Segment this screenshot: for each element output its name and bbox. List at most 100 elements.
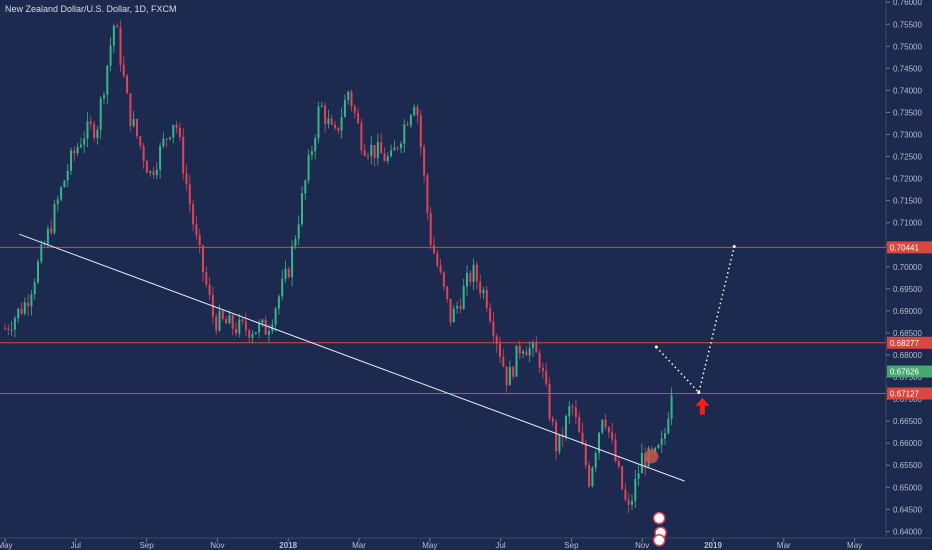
- candle-body: [268, 331, 270, 335]
- candle-body: [532, 342, 534, 349]
- x-tick-label: Jul: [71, 541, 81, 550]
- candle-body: [565, 416, 567, 438]
- candle-body: [607, 427, 610, 433]
- candle-body: [522, 351, 525, 354]
- price-tag: [887, 241, 932, 254]
- candle-body: [433, 244, 435, 254]
- x-tick-label: Nov: [210, 541, 224, 550]
- candle-body: [423, 147, 426, 176]
- candle-body: [449, 298, 452, 323]
- candle-body: [578, 417, 581, 433]
- projection-point: [732, 245, 736, 249]
- candle-body: [310, 151, 313, 156]
- candle-body: [188, 184, 191, 205]
- candle-body: [291, 246, 294, 278]
- candle-body: [63, 180, 66, 188]
- candle-body: [429, 212, 432, 245]
- candle-body: [664, 433, 666, 439]
- candle-body: [452, 308, 455, 323]
- candle-body: [657, 444, 660, 448]
- candle-body: [231, 315, 234, 329]
- candle-body: [545, 371, 548, 384]
- candle-body: [119, 27, 122, 66]
- candle-body: [357, 112, 360, 124]
- candle-body: [126, 75, 129, 94]
- candle-body: [33, 282, 36, 295]
- candle-body: [96, 129, 99, 139]
- candle-body: [482, 290, 485, 294]
- candle-body: [284, 268, 287, 279]
- candle-body: [360, 123, 363, 151]
- candle-body: [558, 434, 561, 452]
- candle-body: [446, 286, 449, 299]
- candle-body: [617, 461, 620, 467]
- candle-body: [535, 342, 538, 353]
- candle-body: [192, 204, 195, 225]
- candle-body: [370, 145, 373, 156]
- candle-body: [508, 367, 511, 386]
- candle-body: [396, 147, 399, 149]
- candle-body: [347, 91, 350, 100]
- x-tick-label: May: [0, 541, 13, 550]
- candle-body: [17, 308, 20, 319]
- candle-body: [215, 316, 218, 331]
- breakout-marker: [644, 449, 659, 464]
- candle-body: [601, 419, 604, 433]
- candle-body: [175, 124, 178, 128]
- candle-body: [221, 310, 224, 319]
- candle-body: [462, 286, 465, 309]
- candle-body: [400, 143, 402, 149]
- candle-body: [327, 118, 330, 125]
- candle-body: [261, 319, 264, 324]
- chart-title: New Zealand Dollar/U.S. Dollar, 1D, FXCM: [5, 4, 177, 14]
- candle-body: [538, 352, 541, 368]
- candle-body: [528, 348, 531, 356]
- candle-body: [634, 478, 637, 501]
- candle-body: [667, 418, 670, 434]
- candle-body: [324, 105, 327, 125]
- y-tick-label: 0.70000: [893, 263, 922, 272]
- projection-path: [655, 246, 735, 395]
- candle-body: [251, 334, 254, 338]
- y-tick-label: 0.66000: [893, 439, 922, 448]
- candle-body: [624, 489, 627, 500]
- candle-body: [621, 466, 624, 490]
- y-tick-label: 0.71000: [893, 219, 922, 228]
- y-tick-label: 0.67500: [893, 373, 922, 382]
- candle-body: [492, 321, 495, 337]
- y-tick-label: 0.65000: [893, 483, 922, 492]
- candle-body: [413, 107, 416, 116]
- candle-body: [301, 193, 303, 225]
- x-tick-label: 2019: [704, 541, 722, 550]
- candle-body: [489, 308, 492, 322]
- candle-body: [631, 500, 633, 505]
- candle-body: [7, 328, 10, 331]
- price-tag-label: 0.67127: [890, 389, 919, 398]
- candle-body: [122, 65, 125, 76]
- candle-body: [297, 224, 300, 239]
- candle-body: [149, 171, 152, 173]
- candle-body: [182, 136, 185, 174]
- x-tick-label: Mar: [352, 541, 366, 550]
- candle-body: [60, 187, 63, 200]
- candle-body: [281, 278, 284, 297]
- candle-body: [660, 438, 663, 445]
- y-tick-label: 0.71500: [893, 197, 922, 206]
- candle-body: [178, 127, 181, 137]
- candle-body: [588, 465, 591, 487]
- y-tick-label: 0.69500: [893, 285, 922, 294]
- candle-body: [205, 272, 208, 285]
- candle-body: [169, 137, 171, 139]
- candle-body: [225, 318, 228, 324]
- candle-body: [343, 99, 346, 118]
- candle-body: [505, 366, 508, 386]
- candle-body: [155, 169, 158, 176]
- price-tag-label: 0.68277: [890, 339, 919, 348]
- candle-body: [83, 138, 86, 145]
- candle-body: [637, 473, 640, 479]
- candle-body: [390, 150, 393, 157]
- candle-body: [139, 136, 142, 146]
- price-axis-panel: [886, 0, 932, 550]
- price-tag-label: 0.67626: [890, 367, 919, 376]
